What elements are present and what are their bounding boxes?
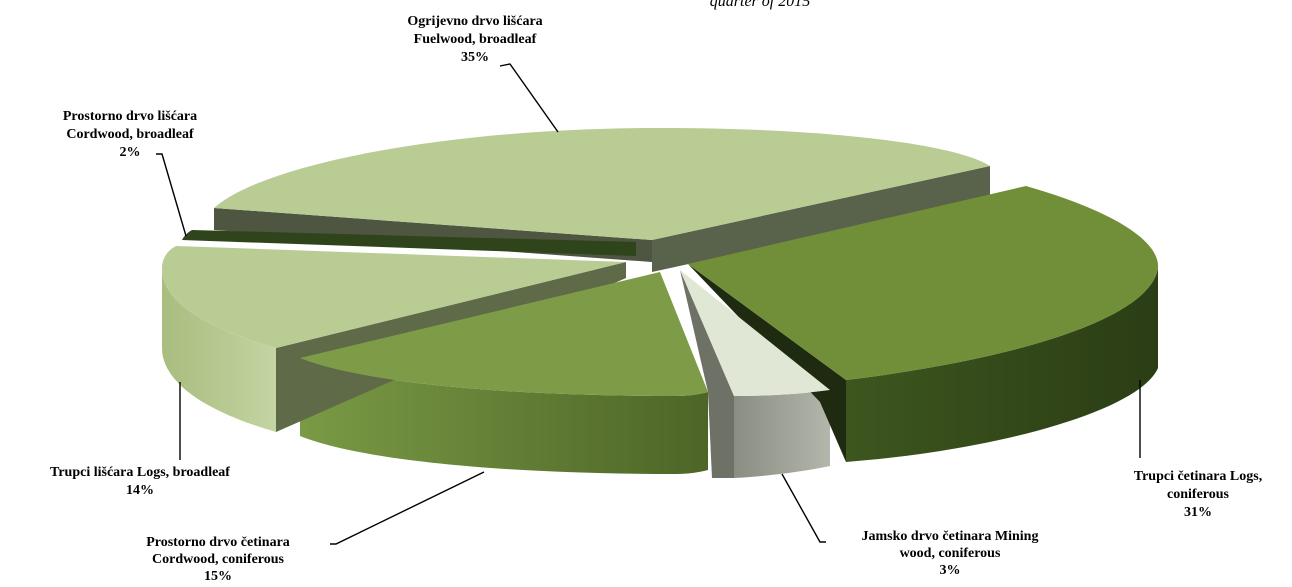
slice-label-jamsko-line1: Jamsko drvo četinara Mining <box>862 529 1039 544</box>
slice-label-trupci-cetinara-pct: 31% <box>1184 505 1212 520</box>
slice-label-ogrijevno-line1: Ogrijevno drvo lišćara <box>407 14 542 29</box>
slice-side-jamsko <box>734 390 830 478</box>
slice-label-trupci-cetinara: Trupci četinara Logs, coniferous 31% <box>1134 469 1262 520</box>
slice-label-prostorno-liscara-line1: Prostorno drvo lišćara <box>63 109 197 124</box>
slice-label-jamsko-line2: wood, coniferous <box>900 546 1001 561</box>
slice-label-trupci-cetinara-line1: Trupci četinara Logs, <box>1134 469 1262 484</box>
slice-label-ogrijevno: Ogrijevno drvo lišćara Fuelwood, broadle… <box>407 14 542 65</box>
slice-label-prostorno-cetinara-line1: Prostorno drvo četinara <box>146 535 290 550</box>
slice-label-trupci-cetinara-line2: coniferous <box>1167 487 1230 502</box>
slice-top-prostorno-cetinara <box>300 272 708 396</box>
slice-cut-jamsko <box>680 270 734 478</box>
slice-label-jamsko-pct: 3% <box>940 563 961 578</box>
slice-side-prostorno-cetinara <box>300 358 708 474</box>
slice-cut-trupci-cetinara <box>688 264 846 462</box>
slice-side-trupci-cetinara <box>846 268 1158 462</box>
slice-label-jamsko: Jamsko drvo četinara Mining wood, conife… <box>862 529 1039 578</box>
slice-label-prostorno-cetinara: Prostorno drvo četinara Cordwood, conife… <box>146 535 290 584</box>
leader-line-ogrijevno <box>499 63 559 133</box>
slice-top-prostorno-liscara <box>182 230 636 256</box>
slice-top-ogrijevno-liscara <box>214 128 990 240</box>
leader-line-jamsko <box>781 473 826 543</box>
slice-label-trupci-liscara: Trupci lišćara Logs, broadleaf 14% <box>50 465 230 498</box>
leader-line-prostorno-cetinara <box>330 471 485 545</box>
slice-top-jamsko <box>680 270 830 396</box>
slice-label-ogrijevno-line2: Fuelwood, broadleaf <box>414 32 537 47</box>
slice-label-prostorno-cetinara-pct: 15% <box>204 569 232 582</box>
slice-cut-ogrijevno <box>652 166 990 272</box>
chart-title-fragment: quarter of 2015 <box>710 0 810 10</box>
slice-side-trupci-liscara <box>162 268 276 432</box>
slice-label-trupci-liscara-pct: 14% <box>126 483 154 498</box>
slice-label-prostorno-liscara-pct: 2% <box>120 145 141 160</box>
slice-label-ogrijevno-pct: 35% <box>461 50 489 65</box>
slice-label-trupci-liscara-line1: Trupci lišćara Logs, broadleaf <box>50 465 230 480</box>
slice-label-prostorno-liscara: Prostorno drvo lišćara Cordwood, broadle… <box>63 109 197 160</box>
slice-label-prostorno-cetinara-line2: Cordwood, coniferous <box>152 552 285 567</box>
leader-line-prostorno-liscara <box>156 153 187 237</box>
slice-top-trupci-liscara <box>162 246 626 348</box>
slice-label-prostorno-liscara-line2: Cordwood, broadleaf <box>66 127 194 142</box>
slice-top-trupci-cetinara <box>688 186 1159 380</box>
